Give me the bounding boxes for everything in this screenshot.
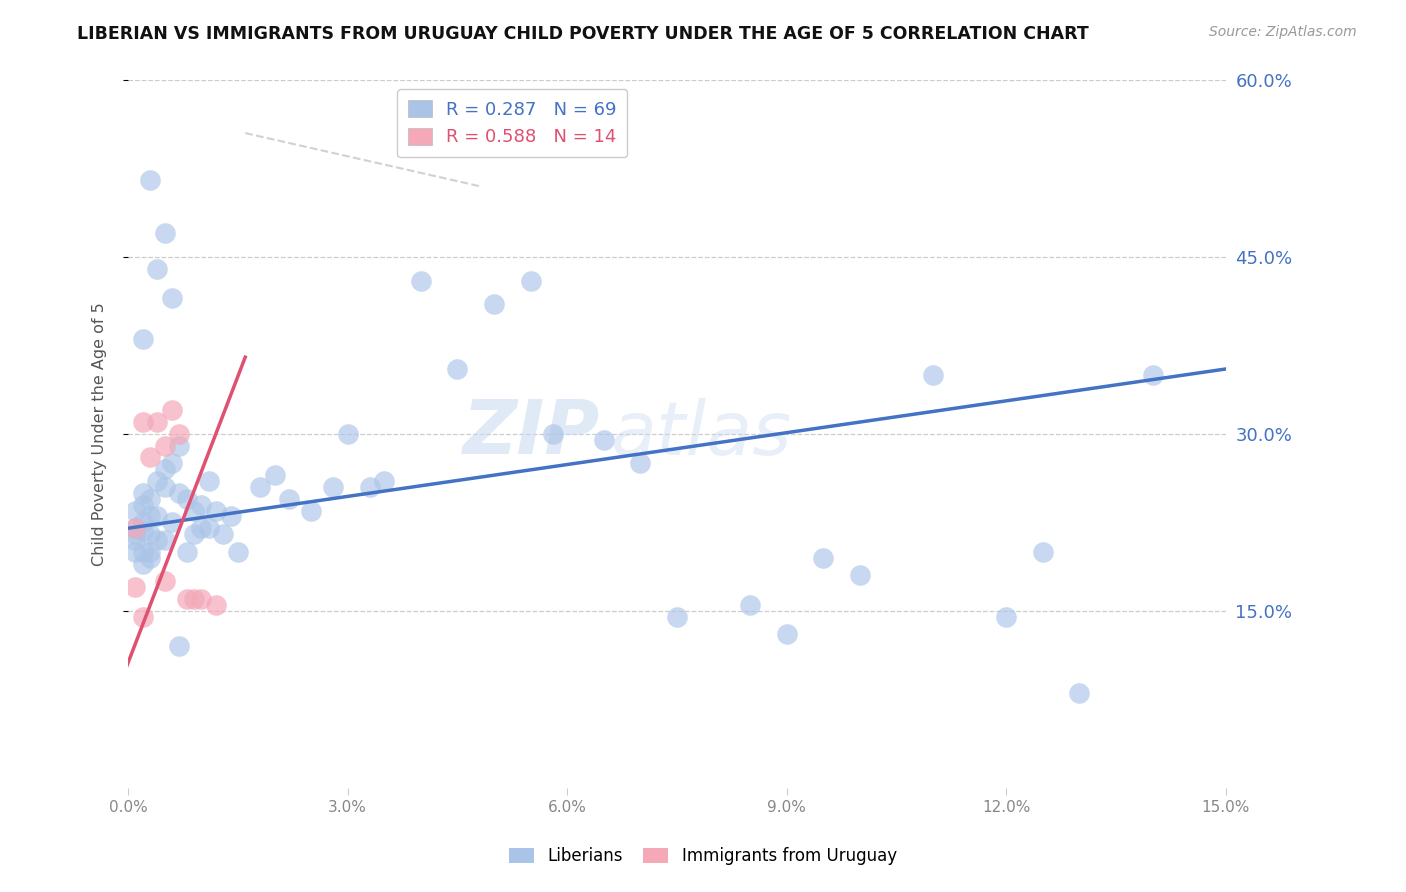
Point	[190, 592, 212, 607]
Text: LIBERIAN VS IMMIGRANTS FROM URUGUAY CHILD POVERTY UNDER THE AGE OF 5 CORRELATION: LIBERIAN VS IMMIGRANTS FROM URUGUAY CHIL…	[77, 25, 1090, 43]
Point	[519, 273, 541, 287]
Point	[169, 486, 191, 500]
Point	[190, 521, 212, 535]
Point	[132, 524, 155, 538]
Point	[169, 439, 191, 453]
Point	[139, 509, 162, 524]
Point	[146, 533, 169, 547]
Point	[409, 273, 432, 287]
Point	[1142, 368, 1164, 382]
Point	[153, 480, 176, 494]
Point	[176, 545, 198, 559]
Point	[922, 368, 945, 382]
Point	[226, 545, 249, 559]
Point	[183, 592, 205, 607]
Point	[139, 550, 162, 565]
Point	[740, 598, 762, 612]
Point	[278, 491, 301, 506]
Point	[373, 474, 395, 488]
Point	[849, 568, 872, 582]
Point	[132, 415, 155, 429]
Point	[146, 509, 169, 524]
Point	[212, 527, 235, 541]
Point	[124, 527, 146, 541]
Point	[132, 609, 155, 624]
Point	[124, 503, 146, 517]
Point	[628, 456, 651, 470]
Point	[124, 545, 146, 559]
Point	[132, 333, 155, 347]
Point	[263, 468, 285, 483]
Point	[160, 456, 183, 470]
Point	[139, 491, 162, 506]
Point	[153, 462, 176, 476]
Point	[153, 439, 176, 453]
Point	[124, 521, 146, 535]
Point	[183, 527, 205, 541]
Point	[482, 297, 505, 311]
Point	[146, 474, 169, 488]
Point	[169, 639, 191, 653]
Legend: Liberians, Immigrants from Uruguay: Liberians, Immigrants from Uruguay	[503, 841, 903, 872]
Point	[153, 533, 176, 547]
Point	[1032, 545, 1054, 559]
Point	[197, 521, 219, 535]
Point	[132, 557, 155, 571]
Y-axis label: Child Poverty Under the Age of 5: Child Poverty Under the Age of 5	[93, 302, 107, 566]
Point	[197, 474, 219, 488]
Point	[995, 609, 1018, 624]
Point	[146, 261, 169, 276]
Point	[132, 486, 155, 500]
Point	[359, 480, 381, 494]
Point	[541, 426, 564, 441]
Text: ZIP: ZIP	[463, 397, 600, 470]
Point	[169, 426, 191, 441]
Point	[132, 545, 155, 559]
Point	[336, 426, 359, 441]
Point	[124, 521, 146, 535]
Legend: R = 0.287   N = 69, R = 0.588   N = 14: R = 0.287 N = 69, R = 0.588 N = 14	[398, 89, 627, 157]
Point	[665, 609, 688, 624]
Point	[153, 227, 176, 241]
Point	[146, 415, 169, 429]
Point	[160, 516, 183, 530]
Point	[153, 574, 176, 589]
Point	[205, 598, 228, 612]
Point	[124, 533, 146, 547]
Point	[132, 516, 155, 530]
Point	[299, 503, 322, 517]
Point	[139, 173, 162, 187]
Point	[1069, 686, 1091, 700]
Point	[190, 498, 212, 512]
Point	[219, 509, 242, 524]
Point	[205, 503, 228, 517]
Text: Source: ZipAtlas.com: Source: ZipAtlas.com	[1209, 25, 1357, 39]
Point	[176, 491, 198, 506]
Point	[176, 592, 198, 607]
Text: atlas: atlas	[612, 398, 793, 470]
Point	[322, 480, 344, 494]
Point	[139, 527, 162, 541]
Point	[813, 550, 835, 565]
Point	[124, 580, 146, 594]
Point	[139, 450, 162, 465]
Point	[183, 503, 205, 517]
Point	[160, 291, 183, 305]
Point	[446, 362, 468, 376]
Point	[139, 545, 162, 559]
Point	[160, 403, 183, 417]
Point	[249, 480, 271, 494]
Point	[776, 627, 799, 641]
Point	[592, 433, 614, 447]
Point	[132, 498, 155, 512]
